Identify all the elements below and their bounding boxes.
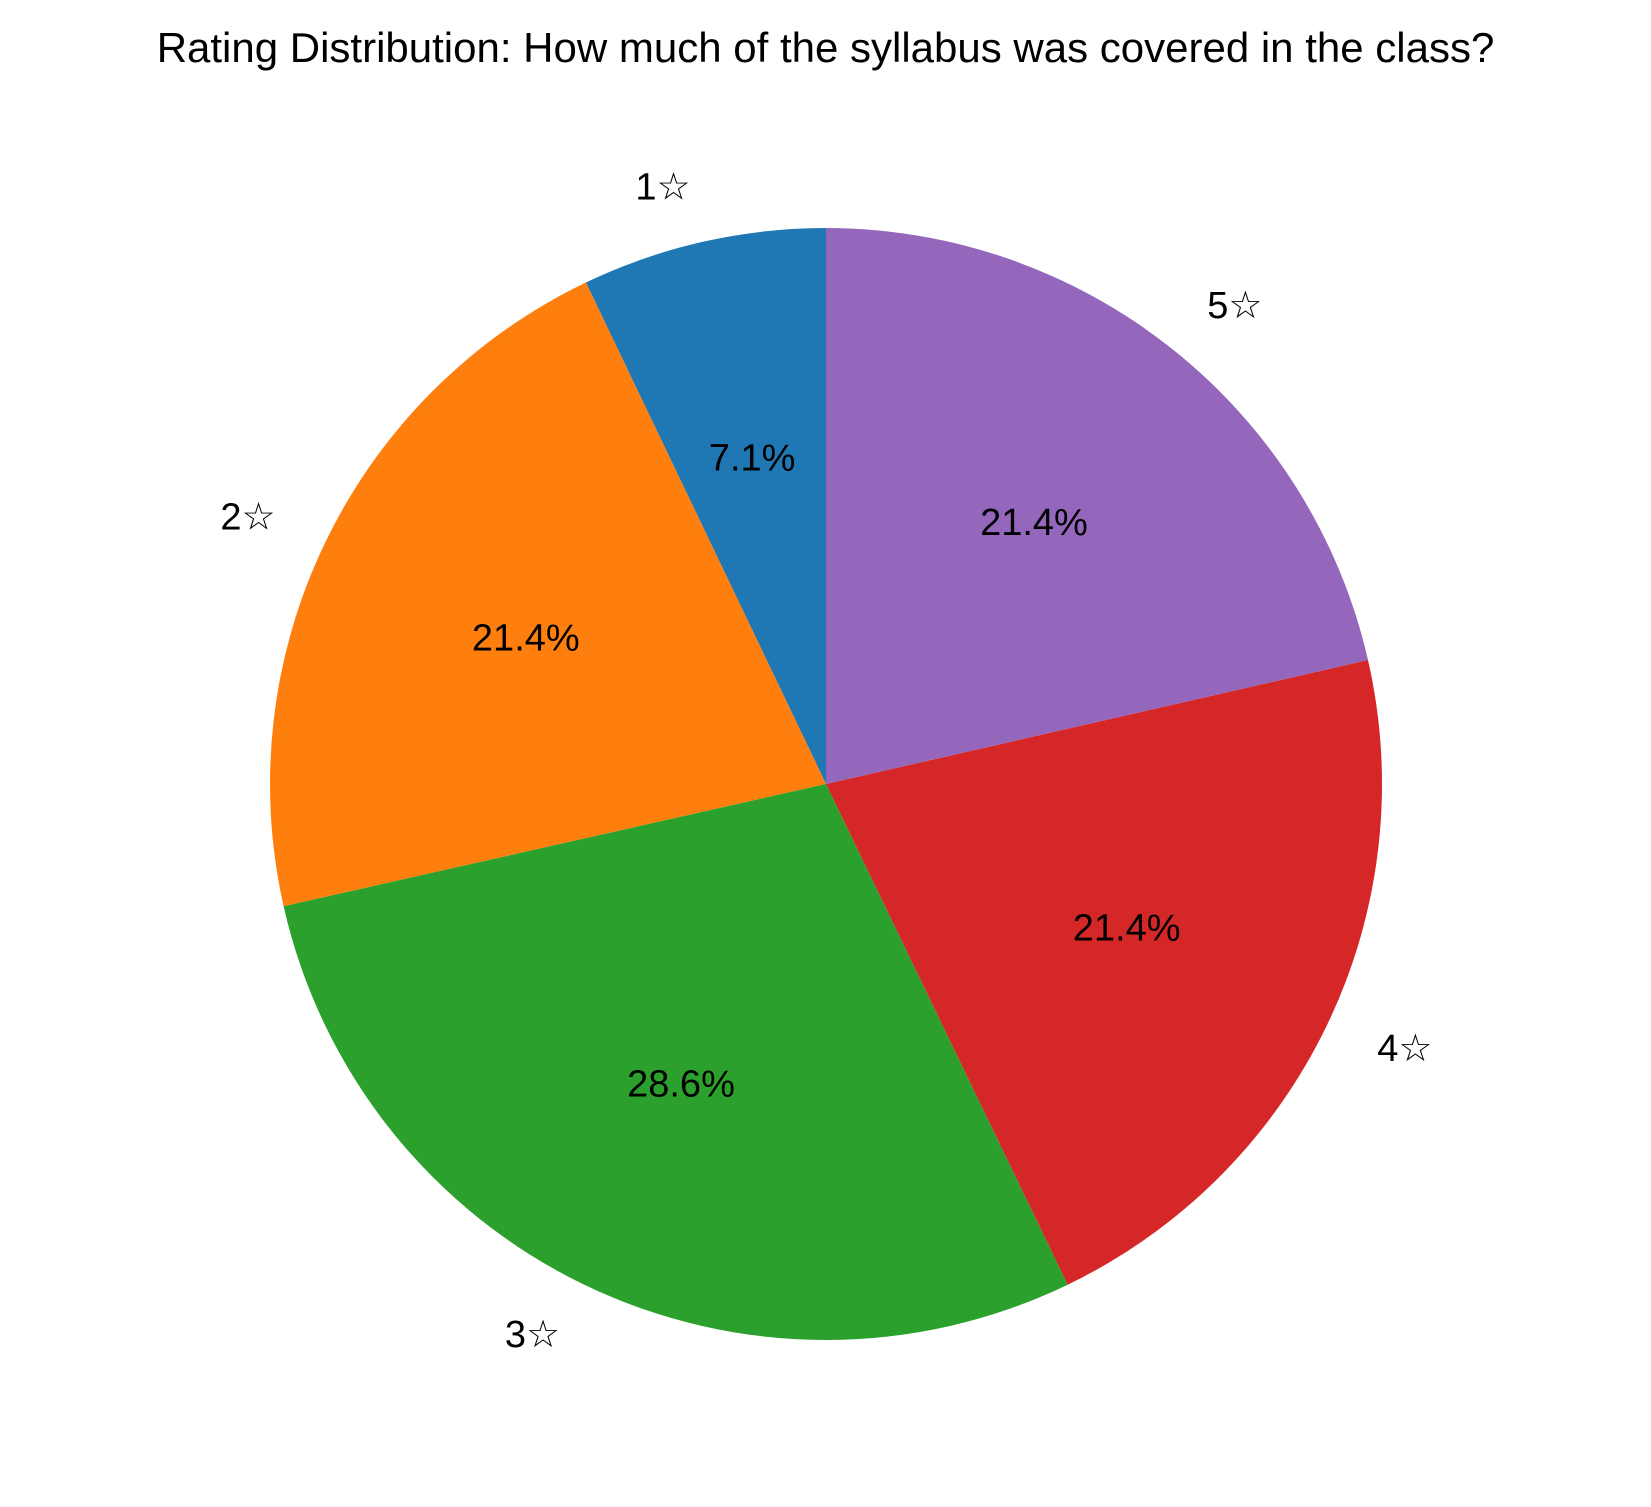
slice-category-label-1: 1☆ bbox=[635, 167, 690, 209]
pie-slice-5 bbox=[826, 228, 1368, 784]
slice-value-label-1: 7.1% bbox=[709, 438, 796, 480]
slice-category-label-2: 2☆ bbox=[220, 496, 275, 538]
slice-value-label-5: 21.4% bbox=[980, 502, 1088, 544]
pie-slice-1 bbox=[585, 228, 826, 784]
slice-value-label-4: 21.4% bbox=[1073, 908, 1181, 950]
slice-category-label-5: 5☆ bbox=[1207, 285, 1262, 327]
slice-category-label-4: 4☆ bbox=[1377, 1028, 1432, 1070]
slice-category-label-3: 3☆ bbox=[505, 1314, 560, 1356]
pie-slice-4 bbox=[826, 660, 1382, 1285]
pie-slices bbox=[270, 228, 1382, 1340]
pie-slice-2 bbox=[270, 282, 826, 907]
slice-value-label-2: 21.4% bbox=[472, 618, 580, 660]
chart-title: Rating Distribution: How much of the syl… bbox=[156, 24, 1495, 71]
pie-slice-3 bbox=[283, 784, 1068, 1340]
slice-category-labels: 1☆ 2☆ 3☆ 4☆ 5☆ bbox=[220, 167, 1432, 1356]
slice-value-labels: 7.1% 21.4% 28.6% 21.4% 21.4% bbox=[472, 438, 1181, 1106]
slice-value-label-3: 28.6% bbox=[627, 1063, 735, 1105]
